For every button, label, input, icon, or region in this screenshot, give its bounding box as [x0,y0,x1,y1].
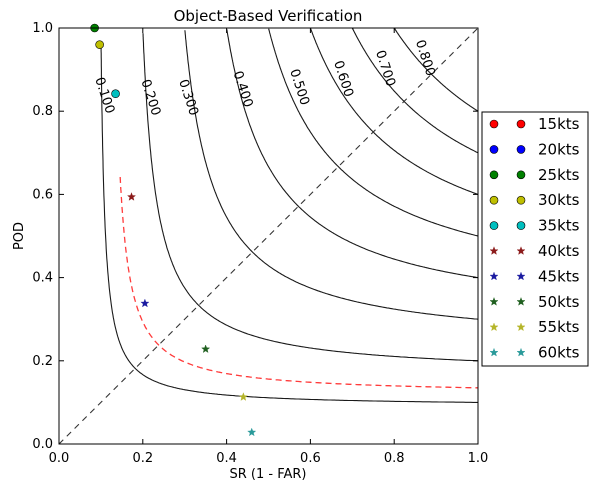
plot-frame [58,27,479,445]
legend-marker [516,347,526,357]
csi-contours [100,28,478,403]
bias-one-line [59,28,478,444]
x-tick-label: 0.0 [49,451,70,466]
data-point [201,344,211,353]
chart-title: Object-Based Verification [174,7,363,25]
legend-label: 30kts [538,191,580,209]
csi-contour [393,28,478,112]
legend-label: 50kts [538,293,580,311]
csi-contour-label: 0.500 [286,67,312,107]
legend-marker [489,271,499,281]
x-axis-label: SR (1 - FAR) [230,467,307,482]
y-axis-label: POD [12,222,27,250]
legend-marker [516,195,526,205]
x-tick-label: 0.6 [300,451,321,466]
legend-label: 60kts [538,344,580,362]
data-point [111,89,120,99]
legend-label: 35kts [538,217,580,235]
y-axis-ticks: 0.0 0.2 0.4 0.6 0.8 1.0 [32,21,478,452]
legend-marker [489,119,499,129]
data-point [140,298,150,308]
csi-contour [184,30,478,320]
legend-marker [489,297,499,306]
y-tick-label: 1.0 [32,21,53,36]
x-tick-label: 1.0 [468,451,489,466]
legend-label: 20kts [538,140,580,158]
legend: 15kts 20kts 25kts 30kts 35kts 40kts 45kts 50kts… [481,111,589,367]
legend-marker [489,221,499,230]
data-point [247,427,257,437]
legend-label: 45kts [538,267,580,285]
legend-marker [489,246,499,255]
data-point [95,40,104,49]
legend-marker [516,145,526,154]
legend-frame [481,111,589,367]
legend-marker [489,322,499,332]
x-tick-label: 0.2 [132,451,153,466]
legend-marker [516,170,526,180]
csi-contour [268,28,478,237]
reference-lines [59,28,478,444]
csi-contour [226,29,478,279]
legend-marker [489,170,499,180]
csi-contour [310,28,478,196]
x-axis-ticks: 0.0 0.2 0.4 0.6 0.8 1.0 [49,28,489,466]
csi-contour [351,28,478,154]
legend-label: 25kts [538,166,580,184]
csi-contour-label: 0.600 [330,59,356,99]
csi-contour [142,33,478,362]
legend-marker [516,119,526,129]
legend-marker [516,297,526,306]
legend-marker [516,221,526,230]
legend-marker [516,271,526,281]
legend-marker [489,347,499,357]
legend-marker [489,145,499,154]
y-tick-label: 0.0 [32,437,53,452]
csi-contour-label: 0.300 [175,78,201,118]
csi-contour-label: 0.800 [412,38,438,78]
legend-marker [516,322,526,332]
legend-label: 15kts [538,115,580,133]
y-tick-label: 0.4 [32,271,53,286]
data-point [126,192,137,201]
x-tick-label: 0.8 [384,451,405,466]
y-tick-label: 0.6 [32,187,53,202]
legend-label: 40kts [538,242,580,260]
csi-contour-label: 0.200 [137,78,163,118]
data-point [238,392,248,401]
csi-contour-label: 0.400 [230,69,256,109]
legend-marker [516,246,526,255]
legend-label: 55kts [538,318,580,336]
legend-marker [489,195,499,205]
data-points [90,23,257,437]
y-tick-label: 0.8 [32,104,53,119]
y-tick-label: 0.2 [32,354,53,369]
csi-contour [100,47,478,403]
red-dashed-curve [119,177,478,389]
x-tick-label: 0.4 [216,451,237,466]
